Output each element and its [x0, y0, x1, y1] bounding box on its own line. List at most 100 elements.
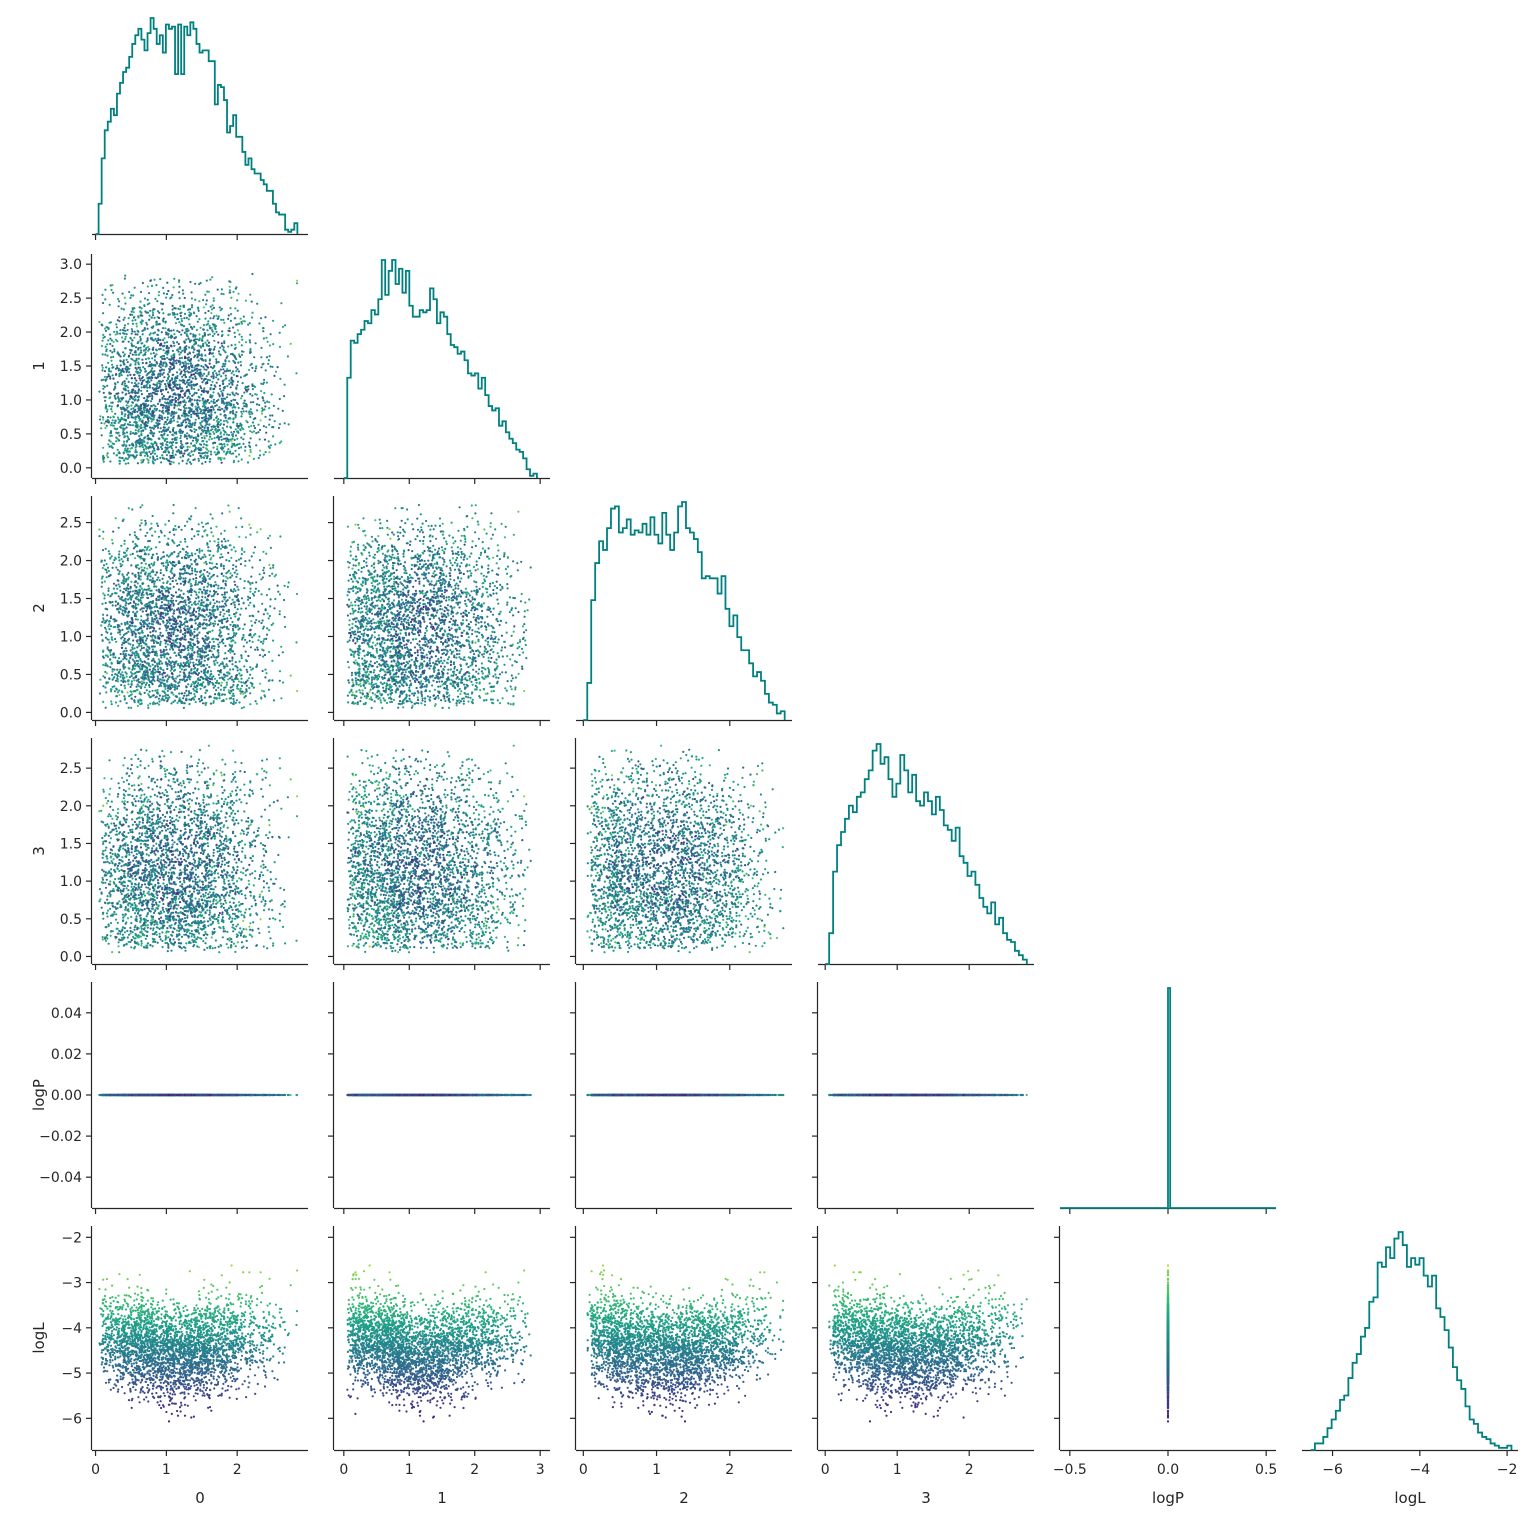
scatter-point	[107, 339, 109, 341]
scatter-point	[251, 395, 253, 397]
scatter-point	[176, 375, 178, 377]
scatter-point	[132, 323, 134, 325]
scatter-point	[241, 458, 243, 460]
scatter-point	[234, 317, 236, 319]
scatter-point	[135, 456, 137, 458]
scatter-point	[106, 355, 108, 357]
scatter-point	[180, 351, 182, 353]
scatter-point	[240, 361, 242, 363]
scatter-point	[124, 275, 126, 277]
scatter-point	[269, 344, 271, 346]
scatter-point	[153, 317, 155, 319]
scatter-point	[173, 278, 175, 280]
scatter-point	[162, 389, 164, 391]
scatter-point	[186, 432, 188, 434]
scatter-point	[178, 351, 180, 353]
scatter-point	[131, 443, 133, 445]
scatter-point	[235, 324, 237, 326]
scatter-point	[157, 427, 159, 429]
scatter-point	[149, 315, 151, 317]
scatter-point	[134, 382, 136, 384]
scatter-point	[235, 288, 237, 290]
scatter-point	[137, 342, 139, 344]
scatter-point	[204, 354, 206, 356]
scatter-point	[142, 366, 144, 368]
scatter-point	[162, 345, 164, 347]
scatter-point	[111, 351, 113, 353]
scatter-point	[113, 416, 115, 418]
scatter-point	[205, 432, 207, 434]
y-tick-label: 0.0	[60, 461, 82, 477]
scatter-point	[223, 443, 225, 445]
scatter-point	[237, 362, 239, 364]
scatter-point	[169, 431, 171, 433]
scatter-point	[203, 429, 205, 431]
scatter-point	[191, 291, 193, 293]
scatter-point	[136, 333, 138, 335]
scatter-point	[176, 384, 178, 386]
scatter-point	[139, 336, 141, 338]
scatter-point	[141, 307, 143, 309]
scatter-point	[162, 437, 164, 439]
scatter-point	[204, 318, 206, 320]
scatter-point	[147, 312, 149, 314]
scatter-point	[156, 455, 158, 457]
scatter-point	[143, 448, 145, 450]
scatter-point	[138, 358, 140, 360]
scatter-point	[147, 357, 149, 359]
scatter-point	[256, 303, 258, 305]
scatter-point	[179, 404, 181, 406]
scatter-point	[280, 302, 282, 304]
scatter-point	[99, 418, 101, 420]
scatter-point	[133, 360, 135, 362]
scatter-point	[116, 365, 118, 367]
scatter-point	[131, 358, 133, 360]
scatter-point	[117, 353, 119, 355]
scatter-point	[140, 321, 142, 323]
scatter-point	[243, 433, 245, 435]
scatter-point	[251, 301, 253, 303]
scatter-point	[153, 279, 155, 281]
scatter-point	[102, 334, 104, 336]
scatter-point	[150, 400, 152, 402]
scatter-point	[257, 424, 259, 426]
scatter-point	[230, 297, 232, 299]
scatter-point	[229, 291, 231, 293]
scatter-point	[163, 423, 165, 425]
scatter-point	[145, 384, 147, 386]
scatter-point	[216, 404, 218, 406]
scatter-point	[175, 446, 177, 448]
scatter-point	[287, 355, 289, 357]
scatter-point	[164, 417, 166, 419]
scatter-point	[115, 323, 117, 325]
scatter-point	[212, 304, 214, 306]
scatter-point	[209, 432, 211, 434]
scatter-point	[206, 455, 208, 457]
scatter-point	[264, 402, 266, 404]
scatter-point	[282, 410, 284, 412]
scatter-point	[228, 434, 230, 436]
scatter-point	[137, 414, 139, 416]
scatter-point	[172, 450, 174, 452]
scatter-point	[178, 279, 180, 281]
scatter-point	[124, 297, 126, 299]
scatter-point	[209, 436, 211, 438]
scatter-point	[102, 447, 104, 449]
scatter-point	[156, 334, 158, 336]
scatter-point	[190, 363, 192, 365]
scatter-point	[161, 431, 163, 433]
scatter-point	[271, 393, 273, 395]
scatter-point	[194, 283, 196, 285]
scatter-point	[128, 341, 130, 343]
scatter-point	[147, 328, 149, 330]
scatter-point	[138, 382, 140, 384]
scatter-point	[152, 314, 154, 316]
scatter-point	[237, 381, 239, 383]
scatter-point	[195, 342, 197, 344]
scatter-point	[116, 428, 118, 430]
scatter-point	[225, 440, 227, 442]
scatter-point	[206, 441, 208, 443]
scatter-point	[140, 434, 142, 436]
scatter-point	[221, 366, 223, 368]
scatter-point	[284, 384, 286, 386]
